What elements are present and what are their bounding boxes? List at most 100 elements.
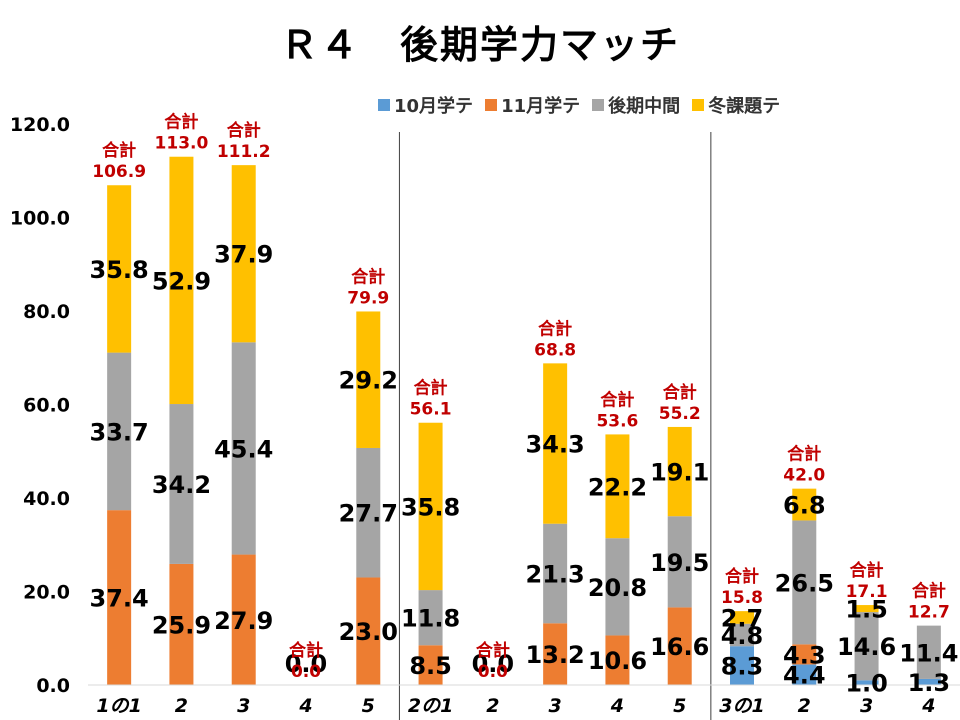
x-tick-label: 4 (610, 695, 624, 717)
bar-segment (730, 623, 754, 647)
bar-segment (107, 510, 132, 685)
segment-value-label: 45.4 (214, 435, 273, 463)
segment-value-label: 20.8 (588, 574, 647, 602)
legend-label-oct: 10月学テ (394, 96, 474, 117)
bar-segment (356, 447, 381, 578)
segment-value-label: 4.3 (783, 641, 826, 669)
total-prefix-label: 合計 (227, 120, 261, 141)
legend-item-nov: 11月学テ (485, 92, 580, 118)
bar-segment (418, 422, 443, 591)
x-tick-label: 2 (486, 695, 499, 717)
bar-segment (356, 577, 381, 685)
segment-value-label: 22.2 (588, 473, 647, 501)
bar-segment (169, 404, 194, 564)
segment-value-label: 33.7 (90, 418, 149, 446)
bar-segment (605, 538, 630, 636)
total-value-label: 111.2 (217, 142, 271, 162)
total-value-label: 15.8 (721, 588, 763, 608)
segment-value-label: 0.0 (472, 650, 515, 678)
y-tick-label: 80.0 (23, 301, 70, 323)
bar-segment (916, 625, 941, 679)
total-value-label: 106.9 (92, 162, 146, 182)
segment-value-label: 21.3 (526, 561, 585, 589)
x-tick-label: 1の1 (96, 695, 141, 717)
y-tick-label: 100.0 (10, 208, 70, 230)
total-value-label: 56.1 (410, 400, 452, 420)
bar-segment (543, 523, 568, 624)
segment-value-label: 29.2 (339, 367, 398, 395)
legend-label-midterm: 後期中間 (608, 96, 681, 117)
segment-value-label: 19.5 (650, 549, 709, 577)
bar-segment (730, 646, 754, 685)
segment-value-label: 13.2 (526, 641, 585, 669)
bar-segment (231, 554, 256, 685)
x-tick-label: 2 (798, 695, 811, 717)
segment-value-label: 35.8 (401, 493, 460, 521)
segment-value-label: 27.9 (214, 607, 273, 635)
segment-value-label: 11.8 (401, 605, 460, 633)
bar-segment (667, 607, 692, 685)
total-prefix-label: 合計 (850, 560, 884, 581)
x-tick-label: 5 (362, 695, 375, 717)
segment-value-label: 4.4 (783, 662, 826, 690)
bar-segment (543, 363, 568, 524)
segment-value-label: 14.6 (837, 633, 896, 661)
segment-value-label: 25.9 (152, 611, 211, 639)
segment-value-label: 8.3 (721, 653, 764, 681)
legend: 10月学テ 11月学テ 後期中間 冬課題テ (378, 90, 781, 120)
total-value-label: 17.1 (846, 582, 888, 602)
total-prefix-label: 合計 (414, 378, 448, 399)
total-prefix-label: 合計 (912, 581, 946, 602)
bar-segment (418, 590, 443, 646)
bar-segment (169, 563, 194, 685)
bar-segment (107, 352, 132, 511)
total-value-label: 0.0 (478, 662, 508, 682)
legend-swatch-nov (485, 99, 498, 111)
total-prefix-label: 合計 (725, 566, 759, 587)
bar-segment (792, 488, 817, 521)
legend-label-nov: 11月学テ (501, 96, 581, 117)
segment-value-label: 8.5 (409, 652, 452, 680)
bar-segment (667, 516, 692, 608)
x-tick-label: 3の1 (719, 695, 764, 717)
x-tick-label: 2 (175, 695, 188, 717)
bar-segment (418, 645, 443, 685)
segment-value-label: 4.8 (721, 622, 764, 650)
segment-value-label: 1.3 (908, 669, 951, 697)
x-tick-label: 2の1 (408, 695, 453, 717)
bar-segment (667, 426, 692, 517)
legend-label-winter: 冬課題テ (708, 96, 781, 117)
chart-title: Ｒ４ 後期学力マッチ (279, 23, 680, 67)
bar-segment (107, 185, 132, 353)
y-tick-label: 60.0 (23, 395, 70, 417)
bar-segment (231, 165, 256, 343)
bar-segment (605, 434, 630, 539)
total-value-label: 0.0 (291, 662, 321, 682)
legend-swatch-winter (692, 99, 705, 111)
x-tick-label: 5 (673, 695, 686, 717)
total-value-label: 79.9 (347, 288, 389, 308)
y-tick-label: 40.0 (23, 488, 70, 510)
bar-segment (792, 664, 817, 685)
segment-value-label: 11.4 (899, 639, 958, 667)
total-value-label: 113.0 (155, 134, 209, 154)
segment-value-label: 34.2 (152, 471, 211, 499)
segment-value-label: 10.6 (588, 647, 647, 675)
legend-item-oct: 10月学テ (378, 92, 473, 118)
segment-value-label: 1.5 (845, 596, 888, 624)
bar-segment (730, 611, 754, 624)
y-tick-label: 120.0 (10, 114, 70, 136)
total-prefix-label: 合計 (102, 140, 136, 161)
segment-value-label: 27.7 (339, 500, 398, 528)
y-tick-label: 20.0 (23, 582, 70, 604)
segment-value-label: 2.7 (721, 604, 764, 632)
segment-value-label: 1.0 (845, 670, 888, 698)
segment-value-label: 16.6 (650, 633, 709, 661)
segment-value-label: 35.8 (90, 256, 149, 284)
bar-segment (792, 644, 817, 665)
total-value-label: 55.2 (659, 404, 701, 424)
bar-segment (605, 635, 630, 685)
segment-value-label: 0.0 (285, 650, 328, 678)
total-value-label: 53.6 (596, 411, 638, 431)
